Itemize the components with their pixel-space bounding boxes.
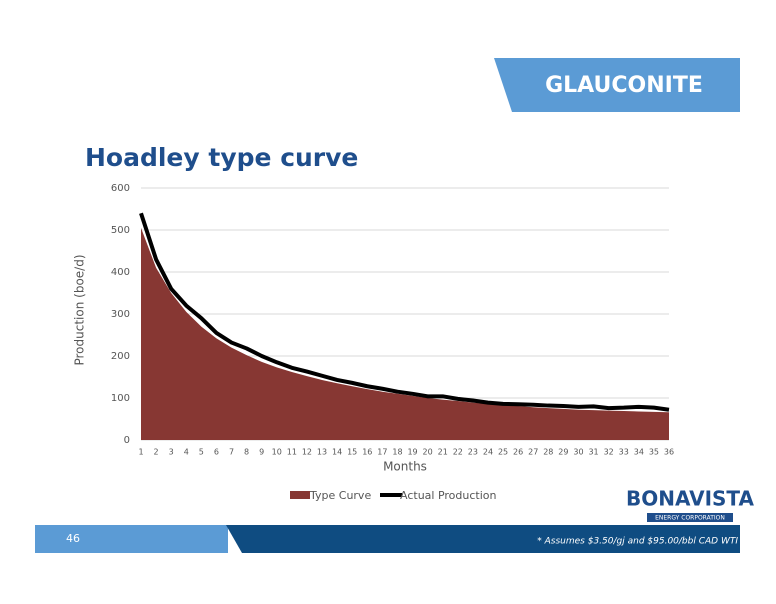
x-tick-label: 18 xyxy=(392,448,402,457)
x-tick-label: 14 xyxy=(332,448,342,457)
x-tick-label: 2 xyxy=(154,448,159,457)
banner-text: GLAUCONITE xyxy=(545,73,703,98)
x-tick-label: 22 xyxy=(453,448,463,457)
x-tick-label: 6 xyxy=(214,448,219,457)
x-tick-label: 9 xyxy=(259,448,264,457)
legend-label: Type Curve xyxy=(309,489,371,502)
x-tick-label: 29 xyxy=(558,448,568,457)
logo-bar xyxy=(647,513,733,522)
y-tick-label: 300 xyxy=(111,309,130,320)
x-tick-label: 10 xyxy=(272,448,282,457)
x-tick-label: 13 xyxy=(317,448,327,457)
footer-note: * Assumes $3.50/gj and $95.00/bbl CAD WT… xyxy=(537,537,738,547)
x-tick-label: 28 xyxy=(543,448,553,457)
line xyxy=(139,212,670,412)
x-tick-label: 16 xyxy=(362,448,372,457)
x-tick-label: 15 xyxy=(347,448,357,457)
x-tick-label: 26 xyxy=(513,448,523,457)
x-tick-label: 5 xyxy=(199,448,204,457)
x-tick-label: 12 xyxy=(302,448,312,457)
x-tick-label: 30 xyxy=(573,448,583,457)
page-number: 46 xyxy=(66,532,80,545)
y-tick-label: 500 xyxy=(111,225,130,236)
x-tick-label: 34 xyxy=(634,448,644,457)
x-tick-label: 11 xyxy=(287,448,297,457)
y-tick-label: 100 xyxy=(111,393,130,404)
y-tick-label: 200 xyxy=(111,351,130,362)
x-tick-label: 33 xyxy=(619,448,629,457)
area xyxy=(141,227,669,440)
x-tick-label: 3 xyxy=(169,448,174,457)
x-tick-label: 24 xyxy=(483,448,493,457)
footer-light xyxy=(35,525,228,553)
x-tick-label: 31 xyxy=(588,448,598,457)
x-tick-label: 8 xyxy=(244,448,249,457)
x-tick-label: 1 xyxy=(138,448,143,457)
x-tick-label: 35 xyxy=(649,448,659,457)
banner-shape xyxy=(494,58,740,112)
logo-tagline: ENERGY CORPORATION xyxy=(655,515,725,522)
x-tick-label: 20 xyxy=(423,448,433,457)
y-tick-label: 400 xyxy=(111,267,130,278)
x-tick-label: 7 xyxy=(229,448,234,457)
legend-label: Actual Production xyxy=(400,489,497,502)
x-tick-label: 27 xyxy=(528,448,538,457)
y-tick-label: 0 xyxy=(124,435,130,446)
legend-swatch xyxy=(290,491,310,499)
footer-dark xyxy=(226,525,740,553)
legend: Type Curve Actual Production xyxy=(290,489,497,502)
x-tick-label: 4 xyxy=(184,448,189,457)
logo-name: BONAVISTA xyxy=(626,487,755,511)
y-axis-label: Production (boe/d) xyxy=(73,254,87,365)
x-axis-label: Months xyxy=(383,460,427,474)
x-tick-label: 25 xyxy=(498,448,508,457)
x-tick-label: 23 xyxy=(468,448,478,457)
chart-title: Hoadley type curve xyxy=(85,143,358,172)
y-tick-label: 600 xyxy=(111,183,130,194)
x-tick-label: 36 xyxy=(664,448,674,457)
x-tick-label: 21 xyxy=(438,448,448,457)
x-tick-label: 32 xyxy=(604,448,614,457)
x-tick-label: 19 xyxy=(407,448,417,457)
x-tick-label: 17 xyxy=(377,448,387,457)
